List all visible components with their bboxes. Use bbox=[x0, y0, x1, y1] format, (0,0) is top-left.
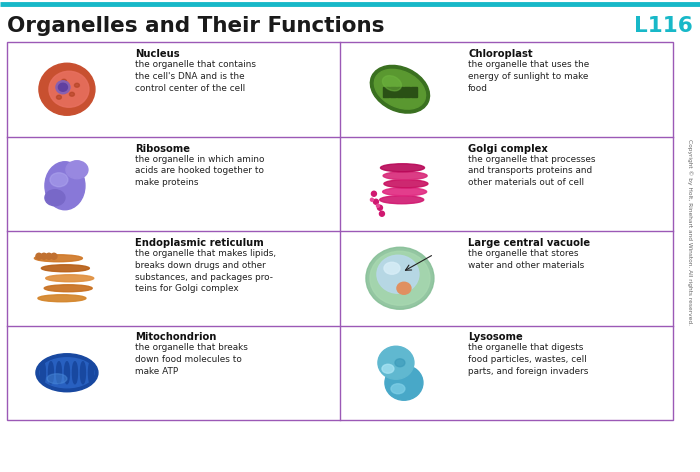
Ellipse shape bbox=[40, 358, 94, 388]
Ellipse shape bbox=[48, 362, 53, 384]
Bar bbox=[383, 87, 389, 97]
Ellipse shape bbox=[391, 384, 405, 394]
Ellipse shape bbox=[36, 253, 42, 259]
Text: Nucleus: Nucleus bbox=[135, 49, 180, 59]
Ellipse shape bbox=[66, 161, 88, 179]
Ellipse shape bbox=[45, 190, 65, 206]
Text: Chloroplast: Chloroplast bbox=[468, 49, 533, 59]
Ellipse shape bbox=[39, 63, 95, 115]
Ellipse shape bbox=[56, 81, 70, 94]
Ellipse shape bbox=[41, 362, 46, 384]
Ellipse shape bbox=[46, 275, 94, 282]
Text: the organelle that breaks
down food molecules to
make ATP: the organelle that breaks down food mole… bbox=[135, 344, 248, 376]
Ellipse shape bbox=[370, 66, 430, 113]
Ellipse shape bbox=[45, 162, 85, 210]
Ellipse shape bbox=[374, 69, 426, 109]
Text: Large central vacuole: Large central vacuole bbox=[468, 238, 590, 248]
Bar bbox=[390, 87, 396, 97]
Ellipse shape bbox=[38, 295, 86, 302]
Ellipse shape bbox=[372, 191, 377, 196]
Ellipse shape bbox=[58, 83, 67, 91]
Bar bbox=[404, 87, 410, 97]
Ellipse shape bbox=[74, 83, 79, 87]
Ellipse shape bbox=[382, 76, 402, 91]
Ellipse shape bbox=[370, 198, 373, 201]
Text: the organelle that makes lipids,
breaks down drugs and other
substances, and pac: the organelle that makes lipids, breaks … bbox=[135, 249, 276, 294]
Text: Endoplasmic reticulum: Endoplasmic reticulum bbox=[135, 238, 264, 248]
Ellipse shape bbox=[384, 262, 400, 274]
Ellipse shape bbox=[50, 173, 68, 187]
Text: Golgi complex: Golgi complex bbox=[468, 143, 548, 153]
Ellipse shape bbox=[62, 79, 66, 83]
Text: Mitochondrion: Mitochondrion bbox=[135, 332, 216, 343]
Ellipse shape bbox=[47, 374, 67, 384]
Ellipse shape bbox=[370, 251, 430, 305]
Text: Organelles and Their Functions: Organelles and Their Functions bbox=[7, 16, 384, 36]
Ellipse shape bbox=[80, 362, 85, 384]
Ellipse shape bbox=[57, 95, 62, 99]
Text: Copyright © by Holt, Rinehart and Winston. All rights reserved.: Copyright © by Holt, Rinehart and Winsto… bbox=[687, 139, 693, 325]
Ellipse shape bbox=[381, 164, 424, 172]
Ellipse shape bbox=[395, 359, 405, 367]
Ellipse shape bbox=[384, 180, 428, 188]
Ellipse shape bbox=[49, 71, 89, 107]
Ellipse shape bbox=[383, 172, 427, 180]
Text: L116: L116 bbox=[634, 16, 693, 36]
Ellipse shape bbox=[397, 282, 411, 294]
Ellipse shape bbox=[378, 346, 414, 379]
Ellipse shape bbox=[44, 285, 92, 292]
Text: the organelle that stores
water and other materials: the organelle that stores water and othe… bbox=[468, 249, 584, 270]
Text: the organelle in which amino
acids are hooked together to
make proteins: the organelle in which amino acids are h… bbox=[135, 154, 265, 187]
Ellipse shape bbox=[383, 188, 426, 196]
Ellipse shape bbox=[64, 362, 69, 384]
Text: the organelle that uses the
energy of sunlight to make
food: the organelle that uses the energy of su… bbox=[468, 60, 589, 93]
Ellipse shape bbox=[377, 205, 382, 210]
Text: Lysosome: Lysosome bbox=[468, 332, 523, 343]
Bar bbox=[397, 87, 403, 97]
Ellipse shape bbox=[51, 253, 57, 259]
Ellipse shape bbox=[379, 196, 424, 204]
Ellipse shape bbox=[377, 204, 379, 207]
Ellipse shape bbox=[36, 354, 98, 392]
Ellipse shape bbox=[382, 364, 394, 373]
Ellipse shape bbox=[72, 362, 78, 384]
Ellipse shape bbox=[373, 199, 379, 204]
Ellipse shape bbox=[46, 253, 52, 259]
Ellipse shape bbox=[41, 253, 47, 259]
Ellipse shape bbox=[57, 362, 62, 384]
Ellipse shape bbox=[366, 247, 434, 309]
Text: the organelle that processes
and transports proteins and
other materials out of : the organelle that processes and transpo… bbox=[468, 154, 596, 187]
Bar bbox=[7, 42, 673, 420]
Bar bbox=[411, 87, 417, 97]
Ellipse shape bbox=[41, 265, 90, 272]
Ellipse shape bbox=[379, 211, 384, 216]
Ellipse shape bbox=[385, 365, 423, 400]
Text: Ribosome: Ribosome bbox=[135, 143, 190, 153]
Ellipse shape bbox=[34, 255, 83, 262]
Ellipse shape bbox=[377, 255, 419, 293]
Ellipse shape bbox=[88, 362, 93, 384]
Ellipse shape bbox=[69, 92, 74, 96]
Text: the organelle that digests
food particles, wastes, cell
parts, and foreign invad: the organelle that digests food particle… bbox=[468, 344, 589, 376]
Text: the organelle that contains
the cell's DNA and is the
control center of the cell: the organelle that contains the cell's D… bbox=[135, 60, 256, 93]
